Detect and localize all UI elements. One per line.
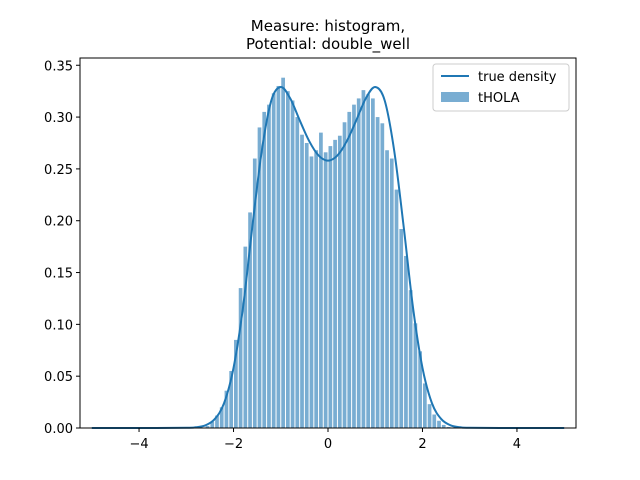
true-density-line — [91, 86, 565, 429]
y-tick-label: 0.00 — [44, 422, 73, 437]
y-tick-label: 0.20 — [44, 215, 73, 230]
histogram-bar — [337, 135, 342, 429]
y-tick-label: 0.35 — [44, 59, 73, 74]
density-line-group — [91, 86, 565, 429]
histogram-bar — [399, 229, 404, 428]
y-tick-label: 0.15 — [44, 267, 73, 282]
histogram-bar — [252, 158, 257, 428]
histogram-bar — [389, 158, 394, 428]
histogram-bar — [422, 383, 427, 428]
histogram-bar — [229, 370, 234, 428]
histogram-bar — [281, 77, 285, 428]
histogram-bar — [418, 351, 422, 428]
histogram-bar — [437, 420, 441, 428]
histogram-bar — [319, 132, 323, 429]
chart-title-line-2: Potential: double_well — [246, 35, 410, 54]
legend-patch-swatch — [441, 92, 469, 102]
histogram-bar — [304, 142, 309, 428]
histogram-bar — [210, 421, 215, 428]
x-tick-label: −2 — [224, 437, 243, 452]
x-axis-ticks: −4 −2 0 2 4 — [129, 428, 521, 452]
histogram-bar — [262, 111, 267, 428]
histogram-bar — [427, 404, 432, 428]
histogram-bar — [271, 93, 276, 428]
legend-label-true-density: true density — [478, 70, 557, 85]
y-axis-ticks: 0.00 0.05 0.10 0.15 0.20 0.25 0.30 0.35 — [44, 59, 80, 437]
histogram-bar — [333, 139, 337, 428]
histogram-bar — [219, 407, 224, 428]
histogram-bar — [295, 117, 300, 429]
histogram-bar — [323, 152, 328, 428]
legend-label-thola: tHOLA — [478, 91, 520, 106]
histogram-bar — [328, 146, 333, 428]
x-tick-label: 2 — [418, 437, 426, 452]
histogram-bar — [309, 156, 314, 428]
x-tick-label: 0 — [324, 437, 332, 452]
legend: true density tHOLA — [432, 63, 570, 112]
histogram-bar — [352, 104, 356, 428]
histogram-bar — [380, 123, 385, 428]
histogram-bar — [385, 150, 389, 428]
histogram-bar — [243, 246, 248, 428]
histogram-bar — [300, 134, 304, 428]
x-tick-label: −4 — [129, 437, 148, 452]
histogram-bar — [285, 91, 290, 428]
histogram-bar — [248, 212, 252, 428]
histogram-bar — [446, 426, 451, 428]
y-tick-label: 0.05 — [44, 370, 73, 385]
x-tick-label: 4 — [513, 437, 521, 452]
chart-title-line-1: Measure: histogram, — [251, 17, 405, 35]
histogram-bar — [276, 85, 281, 429]
histogram-bar — [224, 390, 229, 428]
histogram-bar — [267, 104, 271, 428]
histogram-bar — [238, 288, 243, 428]
histogram-bar — [314, 150, 319, 428]
histogram-bars — [205, 77, 451, 429]
y-tick-label: 0.25 — [44, 163, 73, 178]
histogram-bar — [356, 98, 361, 428]
histogram-bar — [408, 290, 413, 428]
histogram-bar — [432, 414, 437, 428]
y-tick-label: 0.30 — [44, 111, 73, 126]
histogram-bar — [394, 189, 399, 428]
histogram-bar — [205, 425, 210, 428]
histogram-bar — [361, 90, 366, 429]
histogram-bar — [366, 94, 371, 429]
histogram-bar — [441, 424, 446, 428]
histogram-bar — [413, 323, 418, 428]
histogram-bar — [257, 127, 262, 429]
plot-frame — [79, 57, 577, 429]
histogram-bar — [347, 111, 352, 428]
histogram-bar — [215, 415, 219, 428]
histogram-bar — [371, 98, 375, 428]
histogram-bar — [234, 339, 238, 428]
histogram-bar — [290, 100, 295, 429]
y-tick-label: 0.10 — [44, 318, 73, 333]
histogram-bar — [342, 122, 347, 429]
histogram-bar — [375, 117, 380, 429]
histogram-bar — [404, 255, 408, 428]
